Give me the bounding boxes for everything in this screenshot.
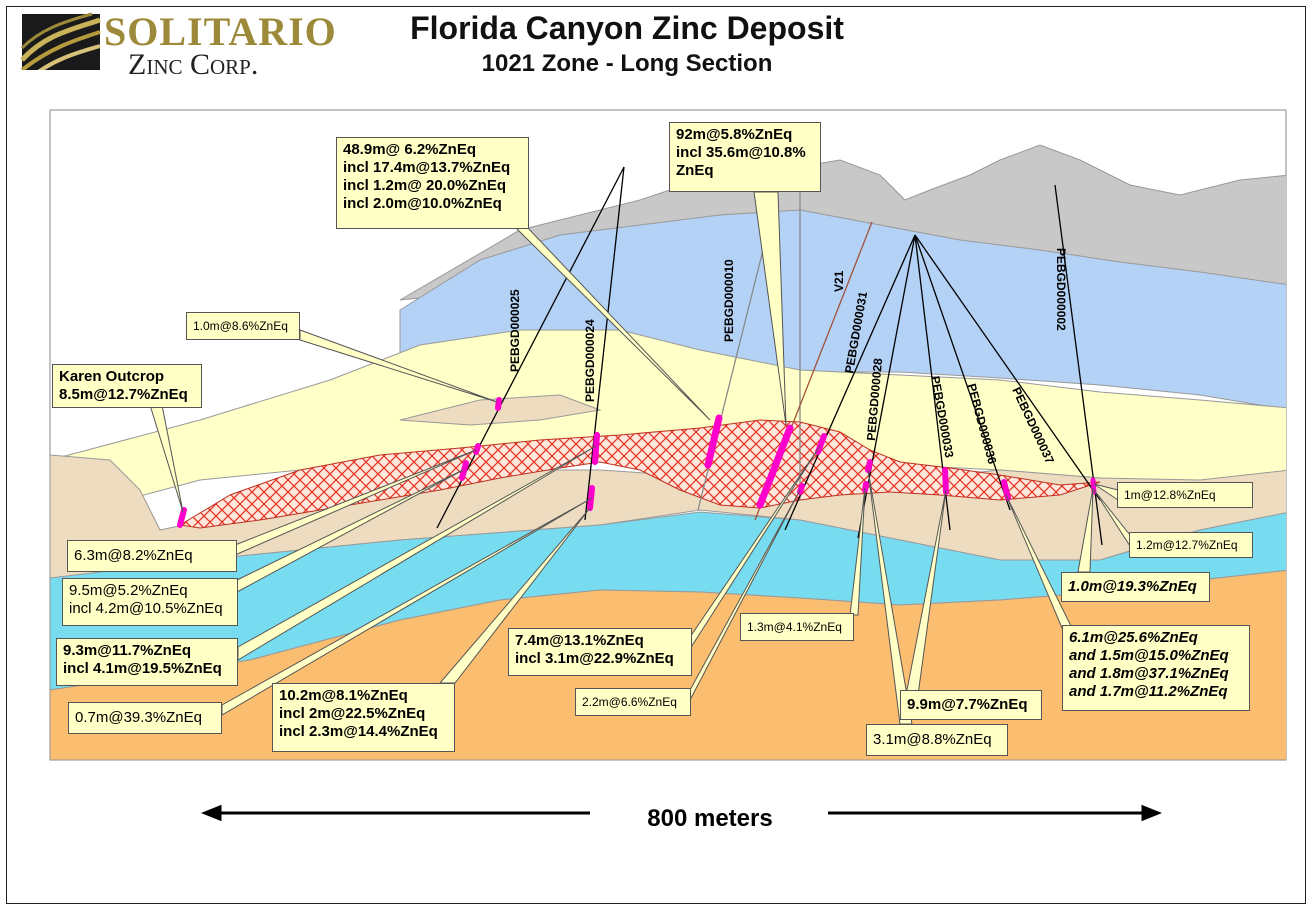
hole-label: PEBGD000002 [1054, 248, 1068, 331]
intercepts [177, 397, 1097, 528]
logo-text-bottom: Zinc Corp. [128, 48, 259, 81]
callout-intercept: 9.9m@7.7%ZnEq [900, 690, 1042, 720]
callout-intercept: 48.9m@ 6.2%ZnEq incl 17.4m@13.7%ZnEq inc… [336, 137, 529, 229]
hole-label: PEBGD000025 [508, 289, 522, 372]
ore-zone-main [178, 419, 1101, 529]
callout-intercept: 0.7m@39.3%ZnEq [68, 702, 222, 734]
callout-intercept: 9.3m@11.7%ZnEq incl 4.1m@19.5%ZnEq [56, 638, 238, 686]
callout-intercept: 7.4m@13.1%ZnEq incl 3.1m@22.9%ZnEq [508, 628, 692, 676]
logo-mark [20, 12, 101, 70]
callout-intercept: 6.3m@8.2%ZnEq [67, 540, 237, 572]
drill-holes [436, 166, 1103, 546]
page-title: Florida Canyon Zinc Deposit [410, 10, 844, 46]
callout-leaders [149, 191, 1131, 725]
scale-bar-arrows [200, 804, 1163, 822]
callout-intercept: 92m@5.8%ZnEq incl 35.6m@10.8% ZnEq [669, 122, 821, 192]
callout-karen-outcrop: Karen Outcrop 8.5m@12.7%ZnEq [52, 364, 202, 408]
hole-label: PEBGD000010 [722, 259, 736, 342]
callout-intercept: 9.5m@5.2%ZnEq incl 4.2m@10.5%ZnEq [62, 578, 238, 626]
callout-intercept: 10.2m@8.1%ZnEq incl 2m@22.5%ZnEq incl 2.… [272, 683, 455, 752]
page-subtitle: 1021 Zone - Long Section [481, 50, 773, 77]
callout-intercept: 2.2m@6.6%ZnEq [575, 688, 691, 716]
callout-intercept: 1m@12.8%ZnEq [1117, 482, 1253, 508]
callout-intercept: 3.1m@8.8%ZnEq [866, 724, 1008, 756]
callout-intercept: 1.0m@8.6%ZnEq [186, 312, 300, 340]
scale-bar-label: 800 meters [647, 805, 773, 832]
callout-intercept: 6.1m@25.6%ZnEq and 1.5m@15.0%ZnEq and 1.… [1062, 625, 1250, 711]
figure-frame [6, 6, 1306, 904]
hole-label: PEBGD000024 [583, 319, 597, 402]
callout-intercept: 1.0m@19.3%ZnEq [1061, 572, 1210, 602]
logo-text-top: SOLITARIO [104, 9, 337, 54]
hole-label: V21 [832, 270, 846, 292]
callout-intercept: 1.2m@12.7%ZnEq [1129, 532, 1253, 558]
callout-intercept: 1.3m@4.1%ZnEq [740, 613, 854, 641]
